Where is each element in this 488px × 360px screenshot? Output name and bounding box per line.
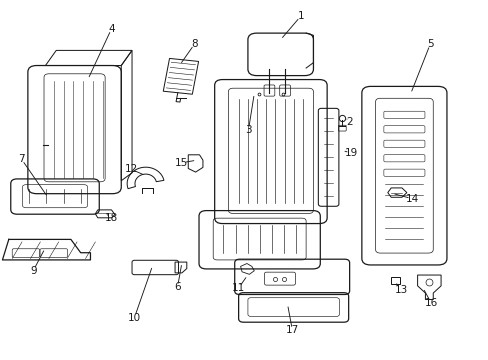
Text: 8: 8 xyxy=(191,39,198,49)
Text: 10: 10 xyxy=(128,312,141,323)
Text: 6: 6 xyxy=(174,282,181,292)
Text: 16: 16 xyxy=(424,298,437,308)
Text: 12: 12 xyxy=(124,164,138,174)
Text: 13: 13 xyxy=(393,285,407,295)
Text: 11: 11 xyxy=(231,283,245,293)
Text: 1: 1 xyxy=(297,11,304,21)
Text: 18: 18 xyxy=(104,213,118,223)
Text: 14: 14 xyxy=(405,194,418,204)
Text: 5: 5 xyxy=(426,39,433,49)
Text: 7: 7 xyxy=(18,154,25,164)
Text: 19: 19 xyxy=(344,148,357,158)
Text: 4: 4 xyxy=(108,24,115,34)
Text: 15: 15 xyxy=(175,158,188,168)
Text: 17: 17 xyxy=(285,325,299,336)
Text: 3: 3 xyxy=(244,125,251,135)
Text: 9: 9 xyxy=(30,266,37,276)
Text: 2: 2 xyxy=(346,117,352,127)
